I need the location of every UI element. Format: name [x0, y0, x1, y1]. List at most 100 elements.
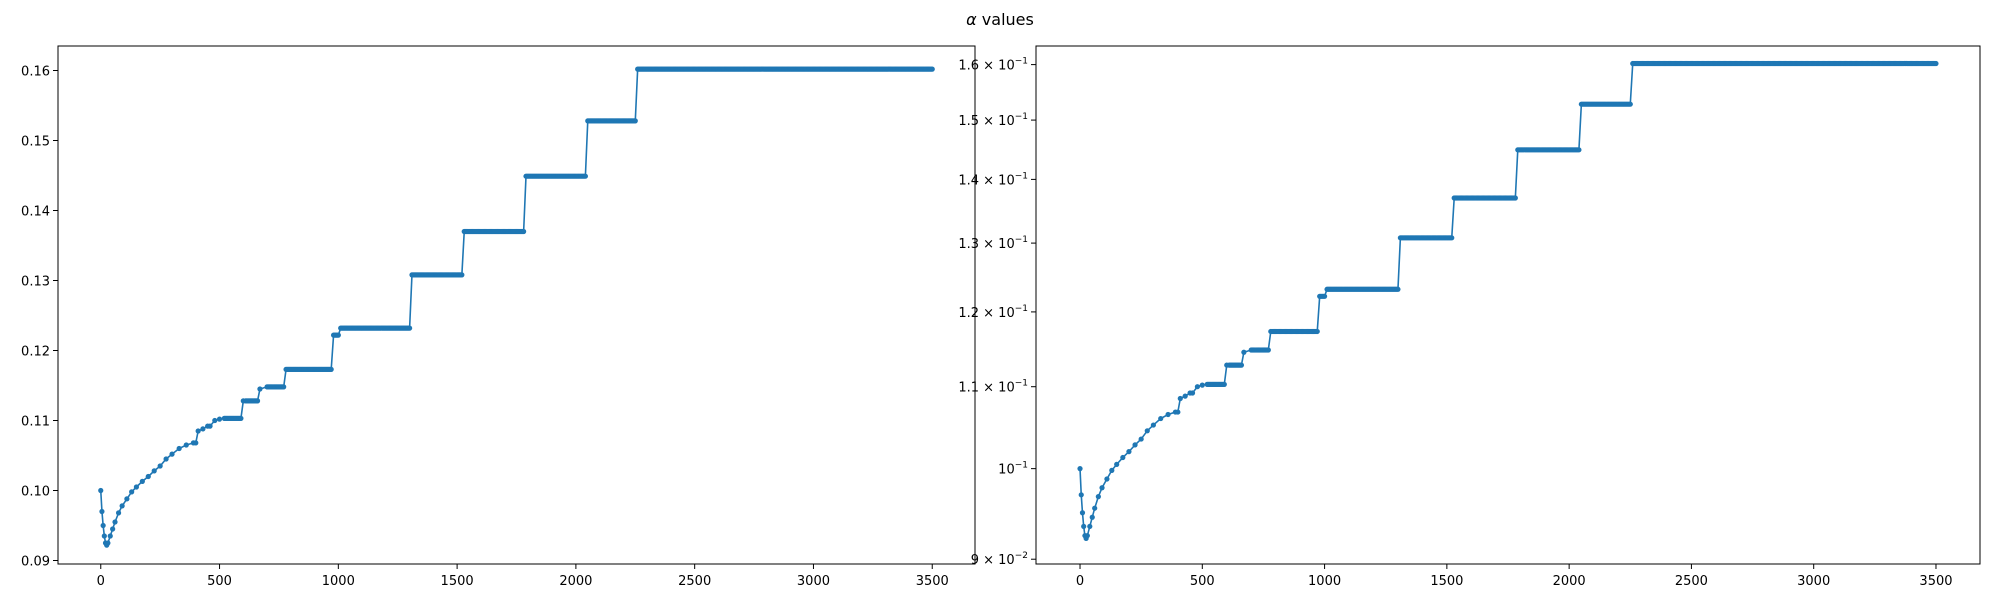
data-point: [1314, 328, 1320, 335]
data-point: [1084, 533, 1090, 539]
data-point: [582, 173, 588, 179]
y-tick-label: 1.5 × 10−1: [958, 112, 1028, 129]
y-tick-label: 0.16: [21, 65, 50, 80]
data-point: [1241, 349, 1247, 355]
x-tick-label: 500: [1190, 574, 1215, 589]
data-point: [169, 451, 175, 457]
data-point: [1165, 411, 1171, 418]
data-point: [1132, 442, 1138, 448]
y-tick-label: 0.10: [21, 485, 50, 500]
x-tick-label: 3000: [797, 574, 830, 589]
figure-title-text: values: [976, 10, 1034, 29]
data-point: [112, 519, 118, 525]
axes-frame: [1035, 45, 1981, 565]
x-tick-label: 3500: [1919, 574, 1952, 589]
x-tick-label: 0: [1076, 574, 1084, 589]
x-tick-label: 1000: [322, 574, 355, 589]
y-tick-label: 10−1: [998, 461, 1028, 478]
data-point: [212, 417, 218, 424]
y-tick-label: 0.13: [21, 275, 50, 290]
data-point: [110, 526, 116, 532]
series-line: [99, 68, 933, 547]
data-point: [1512, 195, 1518, 201]
data-point: [193, 440, 199, 446]
data-point: [1627, 101, 1633, 107]
y-tick-label: 0.11: [21, 415, 50, 430]
data-point: [335, 332, 341, 338]
x-tick-label: 2000: [559, 574, 592, 589]
chart-panel-2: 0 500 1000 1500 2000 2500 3000 3500 9 × 10−2 10−1…: [958, 45, 1981, 589]
y-tick-label: 1.6 × 10−1: [958, 57, 1028, 74]
y-tick-label: 9 × 10−2: [971, 551, 1028, 568]
data-point: [183, 442, 189, 448]
data-point: [107, 533, 113, 539]
data-point: [1158, 415, 1164, 422]
data-point: [176, 445, 182, 452]
data-point: [1095, 494, 1101, 500]
data-point: [1221, 381, 1227, 387]
data-point: [145, 473, 151, 480]
data-point: [1120, 454, 1126, 461]
data-point: [101, 533, 107, 539]
data-point: [119, 503, 125, 509]
x-tick-label: 2500: [1675, 574, 1708, 589]
axes-frame: [57, 45, 976, 565]
data-point: [407, 325, 413, 331]
x-tick-label: 3000: [1797, 574, 1830, 589]
x-tick-label: 1000: [1308, 574, 1341, 589]
figure-title-symbol: α: [966, 10, 977, 29]
data-point: [1087, 523, 1093, 530]
data-point: [1077, 466, 1083, 472]
data-point: [1449, 235, 1455, 241]
data-point: [1099, 485, 1105, 491]
data-point: [157, 463, 163, 469]
data-point: [1177, 395, 1183, 402]
data-point: [254, 398, 261, 404]
data-point: [151, 468, 157, 474]
data-point: [1126, 449, 1132, 455]
data-point: [1933, 60, 1939, 67]
data-point: [459, 272, 465, 278]
data-point: [1138, 436, 1144, 442]
data-point: [1092, 505, 1098, 511]
y-tick-label: 1.1 × 10−1: [958, 379, 1028, 396]
data-point: [1104, 476, 1110, 482]
data-point: [1081, 523, 1087, 530]
y-tick-label: 0.12: [21, 345, 50, 360]
chart-panel-1: 0 500 1000 1500 2000 2500 3000 3500 0.09 0.10 0.11…: [21, 45, 976, 589]
x-tick-label: 2500: [678, 574, 711, 589]
data-point: [139, 478, 145, 484]
data-point: [929, 66, 935, 72]
y-tick-label: 1.4 × 10−1: [958, 171, 1028, 188]
data-point: [129, 489, 135, 495]
figure-title: α values: [0, 10, 2000, 29]
data-point: [105, 540, 111, 546]
data-point: [1238, 362, 1245, 368]
data-point: [1395, 286, 1401, 292]
y-tick-label: 0.14: [21, 205, 50, 220]
x-tick-label: 2000: [1553, 574, 1586, 589]
data-point: [1079, 510, 1086, 516]
data-point: [632, 118, 638, 124]
x-tick-label: 1500: [1430, 574, 1463, 589]
data-point: [115, 510, 122, 516]
x-tick-label: 1500: [441, 574, 474, 589]
x-tick-label: 0: [97, 574, 105, 589]
data-point: [99, 508, 105, 515]
data-point: [238, 415, 244, 421]
y-tick-label: 0.09: [21, 555, 50, 570]
data-point: [328, 366, 334, 372]
data-point: [521, 228, 527, 235]
data-point: [200, 426, 206, 432]
series-line: [1079, 62, 1936, 541]
data-point: [195, 428, 201, 434]
data-point: [281, 384, 287, 390]
x-tick-label: 3500: [916, 574, 949, 589]
y-tick-label: 1.3 × 10−1: [958, 235, 1028, 252]
data-point: [163, 456, 169, 462]
data-point: [124, 496, 130, 502]
data-point: [207, 423, 213, 429]
data-point: [1144, 428, 1150, 434]
data-point: [133, 484, 139, 490]
